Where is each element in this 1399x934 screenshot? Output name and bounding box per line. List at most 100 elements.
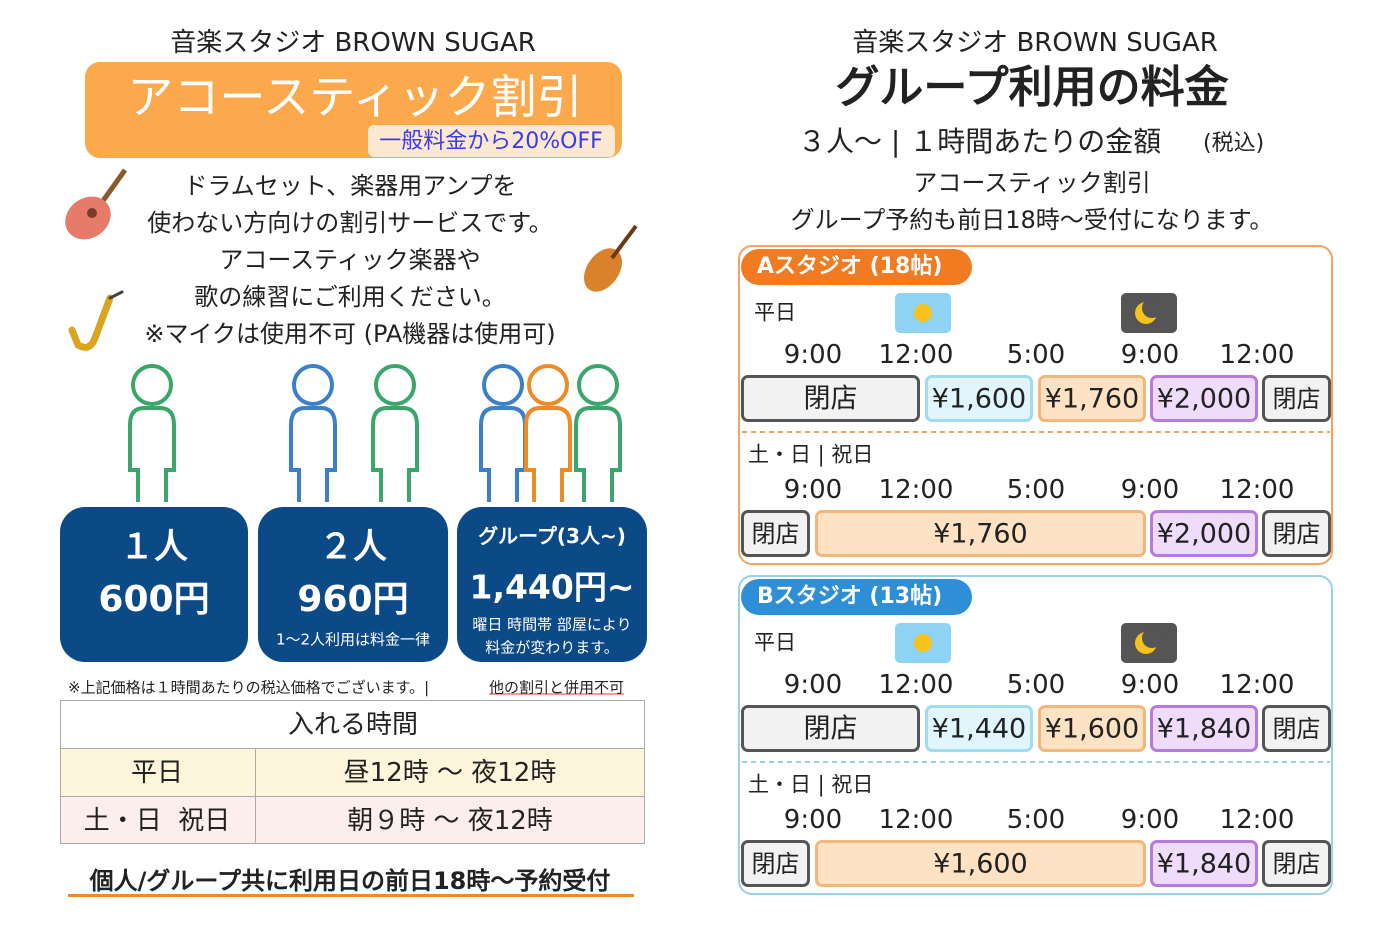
- subtitle-note: (税込): [1203, 131, 1265, 156]
- studio-panel: [738, 245, 1333, 565]
- price-segment: [1038, 375, 1146, 422]
- plan-label: グループ(3人~): [478, 524, 626, 548]
- person-icon: [479, 364, 527, 502]
- time-label: 9:00: [783, 475, 843, 505]
- violin-icon: [583, 224, 638, 292]
- price-segment: [1150, 375, 1258, 422]
- time-label: 12:00: [878, 340, 954, 370]
- price-label: ¥1,760: [933, 518, 1028, 550]
- time-label: 9:00: [783, 805, 843, 835]
- price-label: 閉店: [1272, 520, 1321, 548]
- sun: [914, 304, 932, 322]
- studio-name: Aスタジオ (18帖): [757, 254, 943, 279]
- time-label: 9:00: [783, 340, 843, 370]
- price-label: ¥1,840: [1156, 713, 1252, 745]
- price-segment: [925, 375, 1033, 422]
- price-label: 閉店: [803, 383, 858, 415]
- price-segment: [1150, 840, 1258, 887]
- discount-pill: [368, 125, 615, 157]
- person-icon: [524, 364, 572, 502]
- price-segment: [741, 840, 810, 887]
- price-label: 閉店: [751, 850, 800, 878]
- person-head: [131, 364, 173, 406]
- price-label: ¥1,760: [1044, 383, 1140, 415]
- price-segment: [741, 375, 920, 422]
- table-row: [61, 796, 644, 843]
- plan-note: 1～2人利用は料金一律: [275, 630, 431, 649]
- time-label: 12:00: [1219, 340, 1295, 370]
- time-label: 9:00: [1120, 340, 1180, 370]
- price-segment: [1262, 510, 1331, 557]
- time-label: 12:00: [1219, 475, 1295, 505]
- person-head: [482, 364, 524, 406]
- info-line: アコースティック割引: [913, 169, 1151, 197]
- plan-note: 料金が変わります。: [485, 638, 619, 657]
- person-icon: [289, 364, 337, 502]
- price-label: 閉店: [1272, 850, 1321, 878]
- day-label: 平日: [754, 630, 796, 655]
- price-label: 閉店: [1272, 385, 1321, 413]
- person-head: [374, 364, 416, 406]
- price-segment: [1262, 375, 1331, 422]
- day-label: 平日: [754, 300, 796, 325]
- price-segment: [815, 840, 1146, 887]
- info-line: グループ予約も前日18時〜受付になります。: [790, 206, 1274, 234]
- title: グループ利用の料金: [835, 62, 1229, 113]
- guitar-icon: [65, 168, 128, 240]
- hours-table: [60, 700, 645, 844]
- footer-underline: [68, 894, 634, 897]
- price-label: ¥1,600: [933, 848, 1028, 880]
- price-label: ¥1,440: [931, 713, 1027, 745]
- person-icon: [574, 364, 622, 502]
- person-body: [479, 406, 527, 502]
- price-segment: [925, 705, 1033, 752]
- plan-price: 1,440円~: [469, 567, 635, 607]
- person-body: [574, 406, 622, 502]
- plan-note: 曜日 時間帯 部屋により: [472, 615, 632, 634]
- price-segment: [1038, 705, 1146, 752]
- person-body: [371, 406, 419, 502]
- time-label: 12:00: [878, 475, 954, 505]
- price-label: ¥1,840: [1156, 848, 1252, 880]
- brand: 音楽スタジオ BROWN SUGAR: [852, 28, 1218, 58]
- plan-price: 600円: [98, 579, 210, 620]
- footer: 個人/グループ共に利用日の前日18時～予約受付: [89, 867, 611, 895]
- description-line: アコースティック楽器や: [219, 246, 481, 274]
- plan-card: [258, 507, 448, 662]
- discount: 一般料金から20%OFF: [379, 129, 603, 154]
- time-label: 9:00: [1120, 805, 1180, 835]
- price-segment: [815, 510, 1146, 557]
- person-icon: [371, 364, 419, 502]
- person-head: [292, 364, 334, 406]
- price-label: 閉店: [803, 713, 858, 745]
- person-icon: [128, 364, 176, 502]
- time-label: 9:00: [783, 670, 843, 700]
- description-line: ドラムセット、楽器用アンプを: [183, 172, 517, 200]
- price-segment: [741, 510, 810, 557]
- table-divider: [255, 748, 256, 843]
- price-label: ¥1,600: [931, 383, 1027, 415]
- description-line: 歌の練習にご利用ください。: [194, 283, 506, 311]
- time-label: 5:00: [1006, 475, 1066, 505]
- subtitle: ３人〜 | １時間あたりの金額: [798, 125, 1162, 158]
- price-label: 閉店: [751, 520, 800, 548]
- description-line: ※マイクは使用不可 (PA機器は使用可): [144, 320, 556, 348]
- price-segment: [1150, 705, 1258, 752]
- studio-pill: [741, 249, 972, 285]
- person-head: [577, 364, 619, 406]
- plan-card: [60, 507, 248, 662]
- time-label: 9:00: [1120, 475, 1180, 505]
- price-label: ¥2,000: [1156, 383, 1252, 415]
- footnote: ※上記価格は１時間あたりの税込価格でございます。|: [68, 678, 430, 697]
- plan-card: [457, 507, 647, 662]
- time-label: 5:00: [1006, 805, 1066, 835]
- moon-cut: [1142, 628, 1162, 648]
- table-cell: 平日: [130, 758, 184, 788]
- day-label: 土・日 | 祝日: [748, 772, 874, 797]
- table-row: [61, 748, 644, 796]
- brand: 音楽スタジオ BROWN SUGAR: [170, 28, 536, 58]
- plan-label: １人: [120, 527, 188, 567]
- plan-label: ２人: [319, 527, 387, 567]
